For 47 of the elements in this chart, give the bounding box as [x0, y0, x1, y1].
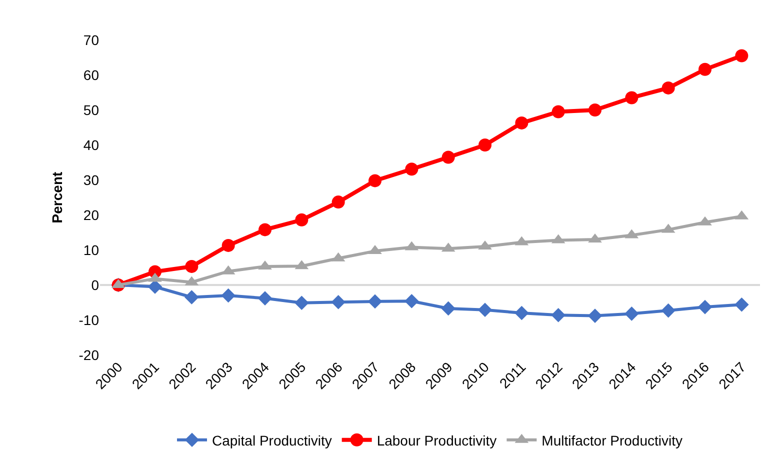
- point: [258, 291, 272, 306]
- point: [184, 290, 199, 304]
- legend-label: Multifactor Productivity: [542, 432, 682, 448]
- point: [478, 138, 492, 152]
- y-tick-label: 10: [83, 242, 100, 258]
- point: [734, 297, 749, 312]
- point: [514, 306, 529, 320]
- point: [698, 300, 712, 314]
- point: [404, 294, 419, 308]
- point: [515, 116, 528, 130]
- point: [148, 280, 162, 294]
- point: [442, 150, 455, 164]
- y-tick-label: 60: [83, 66, 100, 83]
- legend-label: Labour Productivity: [376, 432, 497, 448]
- point: [441, 301, 456, 316]
- point: [295, 213, 308, 226]
- point: [625, 91, 638, 104]
- point: [405, 162, 418, 176]
- legend-label: Capital Productivity: [212, 432, 332, 448]
- point: [294, 296, 309, 310]
- point: [588, 308, 602, 323]
- y-tick-label: 50: [83, 102, 100, 118]
- point: [735, 49, 748, 62]
- point: [185, 260, 198, 273]
- point: [331, 295, 346, 310]
- point: [588, 104, 602, 116]
- point: [222, 238, 235, 252]
- y-tick-label: 40: [83, 136, 100, 153]
- y-tick-label: 20: [83, 206, 100, 223]
- y-tick-label: 30: [83, 172, 100, 188]
- y-tick-label: -10: [78, 312, 100, 328]
- point: [552, 105, 565, 118]
- y-tick-label: 70: [83, 32, 100, 48]
- point: [221, 288, 236, 303]
- point: [258, 223, 272, 236]
- point: [478, 302, 492, 317]
- point: [368, 174, 382, 188]
- point: [624, 306, 639, 321]
- point: [661, 303, 676, 318]
- point: [332, 196, 345, 209]
- y-tick-label: -20: [78, 346, 100, 363]
- point: [662, 81, 675, 94]
- point: [368, 294, 382, 309]
- y-axis-title: Percent: [49, 171, 65, 224]
- y-tick-label: 0: [91, 276, 100, 293]
- point: [551, 308, 566, 322]
- point: [698, 62, 712, 76]
